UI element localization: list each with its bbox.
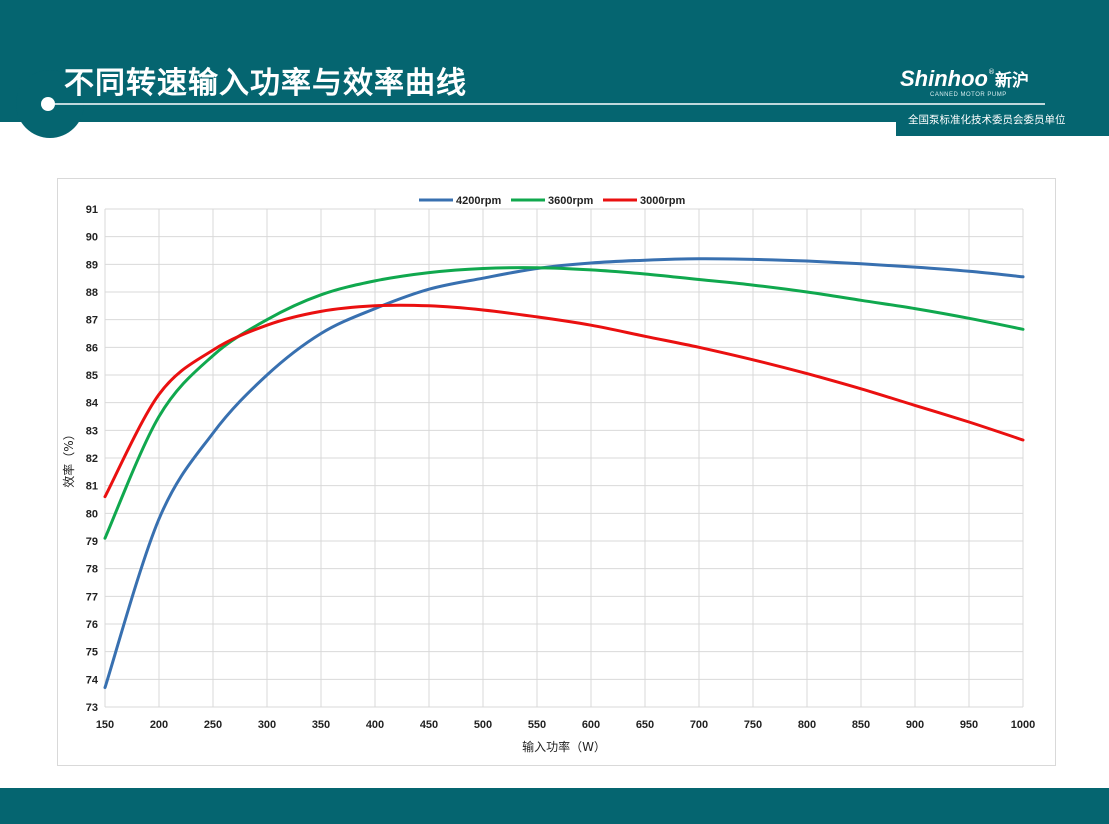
x-tick-label: 800: [798, 719, 816, 731]
y-tick-label: 91: [86, 204, 98, 216]
y-tick-label: 82: [86, 453, 98, 465]
brand-logo: Shinhoo®新沪: [900, 66, 1029, 92]
x-tick-label: 700: [690, 719, 708, 731]
x-tick-label: 400: [366, 719, 384, 731]
x-tick-label: 500: [474, 719, 492, 731]
header-decoration: [16, 70, 1109, 138]
x-tick-label: 600: [582, 719, 600, 731]
x-tick-label: 350: [312, 719, 330, 731]
x-tick-label: 450: [420, 719, 438, 731]
x-tick-label: 150: [96, 719, 114, 731]
brand-tagline: 全国泵标准化技术委员会委员单位: [908, 114, 1066, 126]
y-axis-label: 效率（%）: [61, 428, 76, 487]
y-tick-label: 84: [86, 398, 99, 410]
legend-label-3000rpm: 3000rpm: [640, 195, 685, 207]
brand-logo-latin: Shinhoo: [900, 66, 988, 91]
footer-band: [0, 788, 1109, 824]
brand-subtitle: CANNED MOTOR PUMP: [930, 92, 1007, 98]
series-line-3600rpm: [103, 266, 1025, 540]
y-tick-label: 80: [86, 508, 98, 520]
y-tick-label: 74: [86, 674, 99, 686]
chart-frame: 73 74 75 76 77 78 79 80 81 82 83 84 85 86 87 88 89 90 91 15…: [57, 178, 1056, 766]
efficiency-chart: 73 74 75 76 77 78 79 80 81 82 83 84 85 86 87 88 89 90 91 15…: [61, 195, 1035, 754]
header-rule-dot: [41, 97, 55, 111]
brand-logo-chinese: 新沪: [994, 71, 1029, 91]
y-tick-label: 87: [86, 315, 98, 327]
y-tick-label: 81: [86, 481, 98, 493]
y-tick-label: 83: [86, 425, 98, 437]
legend-label-4200rpm: 4200rpm: [456, 195, 501, 207]
y-tick-label: 90: [86, 232, 98, 244]
series-line-3000rpm: [103, 303, 1025, 499]
y-tick-label: 88: [86, 287, 98, 299]
series-line-4200rpm: [103, 257, 1025, 690]
x-tick-label: 250: [204, 719, 222, 731]
y-tick-label: 79: [86, 536, 98, 548]
y-tick-label: 76: [86, 619, 98, 631]
x-tick-label: 650: [636, 719, 654, 731]
x-tick-label: 300: [258, 719, 276, 731]
y-tick-label: 75: [86, 647, 98, 659]
y-tick-label: 73: [86, 702, 98, 714]
slide-title: 不同转速输入功率与效率曲线: [64, 66, 467, 101]
legend-label-3600rpm: 3600rpm: [548, 195, 593, 207]
x-tick-label: 750: [744, 719, 762, 731]
y-tick-label: 77: [86, 591, 98, 603]
x-tick-label: 200: [150, 719, 168, 731]
x-tick-label: 950: [960, 719, 978, 731]
header-band: [0, 0, 1109, 122]
y-tick-label: 89: [86, 259, 98, 271]
tagline-tab: [896, 112, 1109, 136]
registered-mark: ®: [987, 68, 995, 76]
x-tick-label: 900: [906, 719, 924, 731]
y-tick-label: 78: [86, 564, 98, 576]
x-axis-label: 输入功率（W）: [522, 739, 606, 754]
x-tick-label: 550: [528, 719, 546, 731]
x-tick-label: 850: [852, 719, 870, 731]
y-tick-label: 86: [86, 342, 98, 354]
x-tick-label: 1000: [1011, 719, 1035, 731]
y-tick-label: 85: [86, 370, 98, 382]
